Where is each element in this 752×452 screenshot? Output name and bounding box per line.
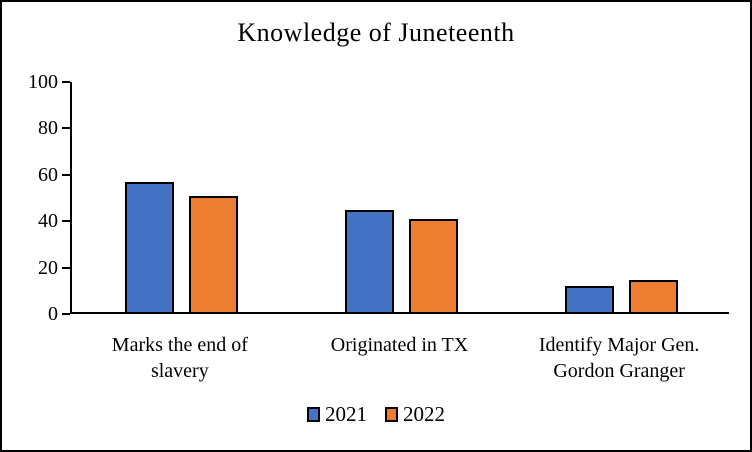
y-axis-tick bbox=[62, 266, 70, 269]
bar-2021-2 bbox=[345, 209, 394, 312]
y-axis-tick bbox=[62, 173, 70, 176]
y-axis-labels: 0 20 40 60 80 100 bbox=[2, 72, 60, 324]
legend-item-2022: 2022 bbox=[385, 403, 445, 425]
legend-label: 2022 bbox=[403, 402, 445, 426]
y-axis-tick-label: 0 bbox=[48, 303, 58, 325]
chart-title: Knowledge of Juneteenth bbox=[237, 18, 515, 47]
y-axis-tick bbox=[62, 81, 70, 83]
legend: 2021 2022 bbox=[2, 403, 750, 425]
legend-swatch-icon bbox=[307, 406, 320, 422]
x-axis-category-label: Marks the end of slavery bbox=[111, 334, 248, 382]
y-axis-tick bbox=[62, 313, 70, 315]
x-axis-labels: Marks the end of slavery Originated in TX… bbox=[70, 332, 729, 392]
legend-item-2021: 2021 bbox=[307, 403, 367, 425]
bar-2021-1 bbox=[125, 182, 175, 312]
bar-2021-3 bbox=[564, 286, 614, 312]
legend-swatch-icon bbox=[385, 406, 398, 422]
bar-2022-1 bbox=[189, 196, 239, 312]
y-axis-tick-label: 40 bbox=[38, 210, 58, 233]
bar-2022-2 bbox=[409, 219, 458, 312]
y-axis-tick bbox=[62, 127, 70, 130]
plot-area bbox=[62, 81, 729, 315]
y-axis-tick-label: 80 bbox=[38, 117, 58, 140]
y-axis-tick-label: 60 bbox=[38, 163, 58, 186]
y-axis-tick bbox=[62, 220, 70, 223]
x-axis-category-label: Originated in TX bbox=[330, 334, 469, 356]
bar-2022-3 bbox=[628, 279, 678, 312]
y-axis-tick-label: 100 bbox=[28, 71, 58, 93]
x-axis-category-label: Identify Major Gen. Gordon Granger bbox=[538, 334, 700, 382]
y-axis-tick-label: 20 bbox=[38, 256, 58, 279]
legend-label: 2021 bbox=[325, 402, 367, 426]
